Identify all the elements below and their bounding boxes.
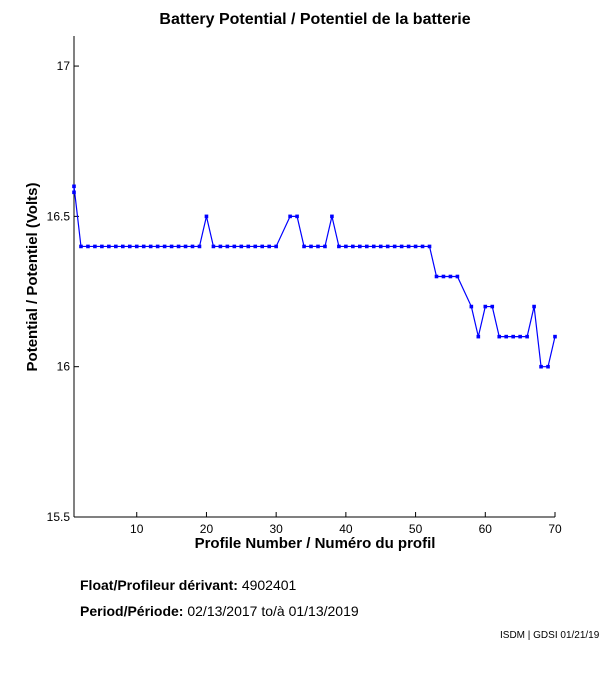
data-point — [288, 214, 292, 219]
data-point — [448, 274, 453, 279]
plot-area: 10 20 30 40 50 60 70 15.5 16 16.5 17 — [47, 36, 562, 536]
data-point — [120, 244, 125, 249]
data-point — [295, 214, 299, 219]
x-tick-label: 50 — [409, 522, 423, 536]
data-point — [316, 244, 320, 249]
data-point — [525, 334, 529, 339]
period-label: Period/Période: — [80, 603, 184, 619]
data-point — [385, 244, 390, 249]
data-point — [511, 334, 515, 339]
y-tick-label: 17 — [57, 59, 71, 73]
data-point — [79, 244, 83, 249]
data-point — [413, 244, 418, 249]
data-point — [504, 334, 509, 339]
data-point — [211, 244, 216, 249]
y-tick-label: 16 — [57, 360, 71, 374]
data-point — [246, 244, 251, 249]
period-start: 02/13/2017 — [187, 603, 258, 619]
data-point — [232, 244, 237, 249]
x-tick-label: 60 — [479, 522, 493, 536]
data-point — [72, 184, 76, 189]
data-point — [190, 244, 195, 249]
x-axis-label: Profile Number / Numéro du profil — [195, 535, 436, 552]
data-point — [218, 244, 223, 249]
x-tick-label: 40 — [339, 522, 353, 536]
float-value: 4902401 — [241, 577, 297, 593]
data-point — [553, 334, 557, 339]
data-point — [476, 334, 481, 339]
data-point — [114, 244, 118, 249]
data-point — [497, 334, 502, 339]
data-point — [518, 334, 522, 339]
y-tick-label: 15.5 — [47, 510, 71, 524]
period-separator: to/à — [261, 603, 285, 619]
data-point — [134, 244, 139, 249]
data-point — [100, 244, 104, 249]
data-point — [532, 304, 536, 309]
y-axis-label: Potential / Potentiel (Volts) — [24, 183, 41, 372]
float-info: Float/Profileur dérivant: 4902401 — [80, 577, 296, 593]
credit-text: ISDM | GDSI 01/21/19 — [500, 630, 600, 641]
data-point — [309, 244, 313, 249]
data-point — [483, 304, 488, 309]
data-point — [441, 274, 446, 279]
data-point — [337, 244, 341, 249]
data-point — [267, 244, 271, 249]
data-point — [197, 244, 202, 249]
data-point — [490, 304, 495, 309]
data-point — [358, 244, 362, 249]
series-line — [73, 186, 556, 368]
data-point — [183, 244, 188, 249]
data-point — [434, 274, 439, 279]
data-point — [330, 214, 334, 219]
data-point — [253, 244, 258, 249]
y-tick-label: 16.5 — [47, 209, 71, 223]
x-tick-label: 20 — [200, 522, 214, 536]
data-point — [274, 244, 278, 249]
data-point — [239, 244, 244, 249]
data-point — [344, 244, 348, 249]
data-point — [399, 244, 404, 249]
data-point — [455, 274, 460, 279]
period-end: 01/13/2019 — [288, 603, 359, 619]
data-point — [86, 244, 90, 249]
data-point — [225, 244, 230, 249]
x-tick-label: 70 — [548, 522, 562, 536]
data-point — [72, 190, 76, 195]
data-point — [141, 244, 146, 249]
x-tick-label: 10 — [130, 522, 144, 536]
data-point — [351, 244, 355, 249]
data-point — [364, 244, 369, 249]
data-point — [107, 244, 111, 249]
data-point — [127, 244, 132, 249]
data-point — [169, 244, 174, 249]
data-point — [469, 304, 474, 309]
data-point — [378, 244, 383, 249]
data-point — [260, 244, 265, 249]
data-point — [546, 364, 550, 369]
float-label: Float/Profileur dérivant: — [80, 577, 238, 593]
data-point — [176, 244, 181, 249]
data-point — [539, 364, 543, 369]
data-point — [392, 244, 397, 249]
data-point — [155, 244, 160, 249]
x-tick-label: 30 — [269, 522, 283, 536]
data-point — [302, 244, 306, 249]
chart-title: Battery Potential / Potentiel de la batt… — [159, 11, 470, 28]
data-point — [148, 244, 153, 249]
period-info: Period/Période: 02/13/2017 to/à 01/13/20… — [80, 603, 359, 619]
data-point — [162, 244, 167, 249]
data-point — [420, 244, 425, 249]
data-point — [427, 244, 432, 249]
data-point — [323, 244, 327, 249]
data-point — [204, 214, 209, 219]
data-point — [406, 244, 411, 249]
data-point — [93, 244, 97, 249]
data-point — [371, 244, 376, 249]
